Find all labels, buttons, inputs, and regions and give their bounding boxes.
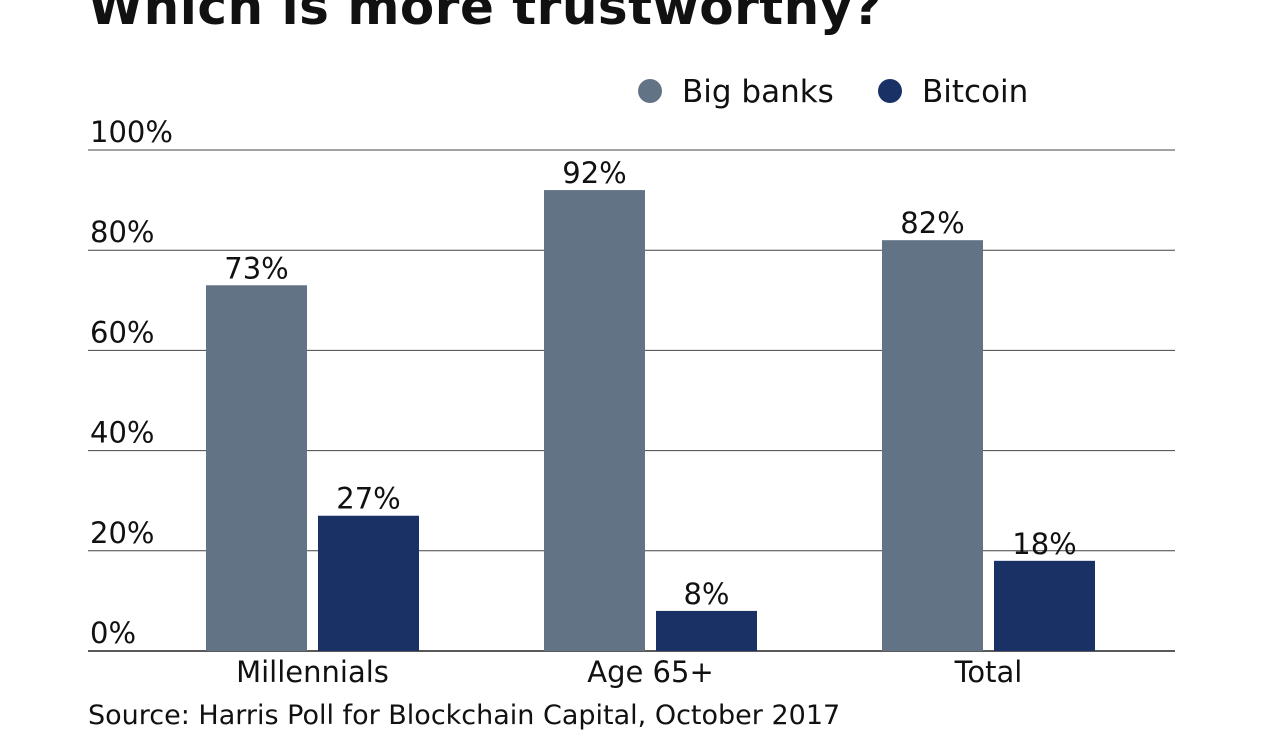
x-tick-label: Total	[954, 655, 1023, 689]
y-tick-label: 60%	[90, 315, 154, 349]
bar-big-banks	[544, 190, 645, 651]
y-tick-label: 80%	[90, 215, 154, 249]
source-note: Source: Harris Poll for Blockchain Capit…	[88, 700, 841, 731]
y-tick-label: 100%	[90, 115, 173, 149]
bar-big-banks	[206, 285, 307, 651]
legend-label: Big banks	[682, 74, 834, 110]
bar-big-banks	[882, 240, 983, 651]
y-tick-label: 40%	[90, 416, 154, 450]
bar-bitcoin	[656, 610, 757, 651]
data-label: 27%	[336, 482, 400, 516]
data-label: 18%	[1012, 527, 1076, 561]
bar-bitcoin	[994, 560, 1095, 651]
legend-label: Bitcoin	[922, 74, 1028, 110]
data-label: 82%	[900, 206, 964, 240]
bar-bitcoin	[318, 515, 419, 651]
legend-marker	[638, 79, 662, 103]
y-tick-label: 20%	[90, 516, 154, 550]
x-tick-label: Millennials	[236, 655, 389, 689]
legend-marker	[878, 79, 902, 103]
x-tick-label: Age 65+	[587, 655, 714, 689]
data-label: 8%	[683, 577, 729, 611]
data-label: 73%	[224, 251, 288, 285]
y-tick-label: 0%	[90, 616, 136, 650]
chart-title: Which is more trustworthy?	[88, 0, 883, 36]
data-label: 92%	[562, 156, 626, 190]
